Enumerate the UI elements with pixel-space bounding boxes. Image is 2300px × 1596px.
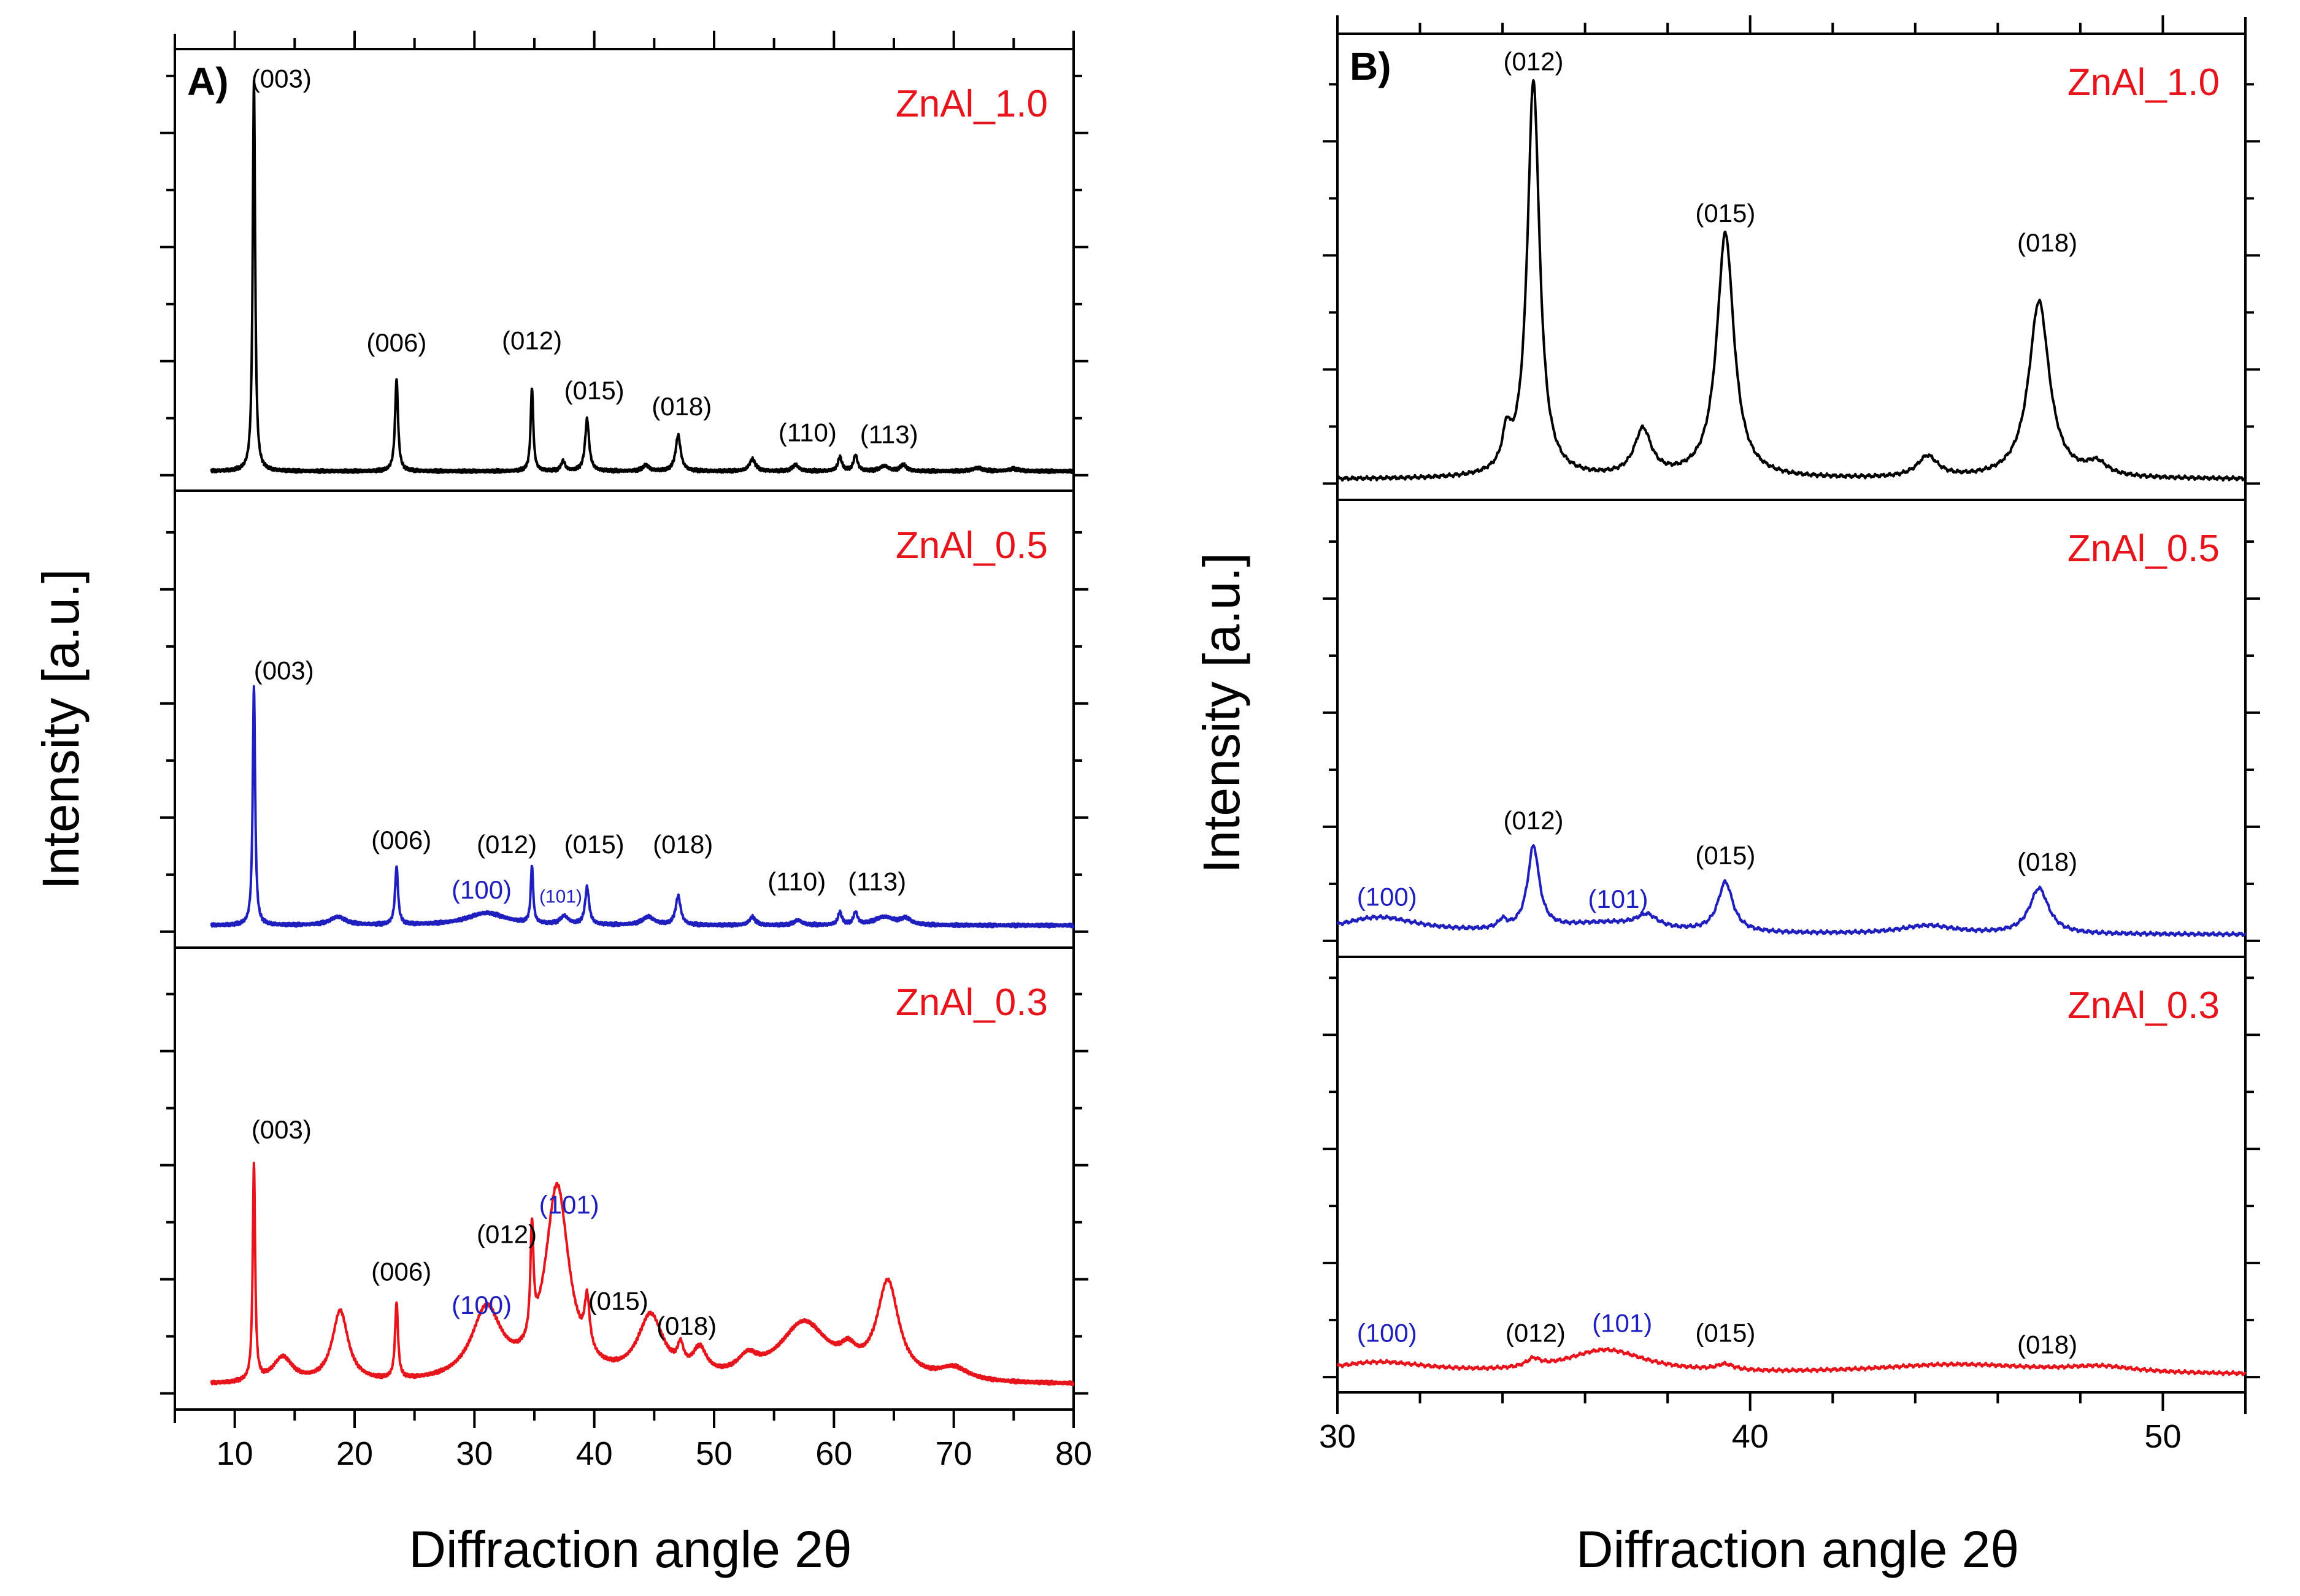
- xrd-series-line: [210, 79, 1075, 475]
- peak-label: (015): [564, 376, 625, 405]
- peak-label: (018): [656, 1311, 717, 1340]
- peak-label: (100): [452, 875, 512, 904]
- subplot-znal-0-5: ZnAl_0.5 (003) (006) (012) (100) (015) (101) (0…: [160, 524, 1088, 949]
- x-tick-label: 10: [217, 1435, 253, 1472]
- y-axis-title: Intensity [a.u.]: [1193, 553, 1250, 873]
- peak-label: (101): [1588, 884, 1648, 913]
- peak-label: (003): [254, 656, 314, 685]
- peak-label: (012): [477, 830, 537, 859]
- peak-label: (018): [653, 830, 713, 859]
- subplot-znal-0-3: ZnAl_0.3 (100) (012) (101) (015) (018): [1323, 976, 2260, 1379]
- xrd-series-line: [1336, 79, 2247, 482]
- peak-label: (018): [2017, 1330, 2077, 1359]
- peak-label: (101): [539, 1191, 599, 1219]
- peak-label: (012): [477, 1219, 537, 1248]
- xrd-series-line: [210, 685, 1075, 929]
- x-tick-label: 50: [696, 1435, 733, 1472]
- peak-label: (018): [2017, 847, 2077, 876]
- x-tick-label: 50: [2144, 1418, 2181, 1455]
- peak-label: (113): [848, 867, 906, 896]
- peak-label: (100): [1357, 1318, 1417, 1347]
- peak-label: (012): [502, 326, 562, 355]
- peak-label: (100): [452, 1291, 512, 1319]
- x-tick-label: 80: [1055, 1435, 1092, 1472]
- sample-label: ZnAl_0.5: [2067, 528, 2220, 570]
- x-tick-label: 60: [815, 1435, 852, 1472]
- peak-label: (015): [588, 1286, 648, 1315]
- subplot-znal-1-0: ZnAl_1.0 (012) (015) (018): [1323, 47, 2260, 501]
- x-axis-title: Diffraction angle 2θ: [1576, 1521, 2019, 1578]
- panel-label: B): [1350, 44, 1391, 88]
- sample-label: ZnAl_1.0: [2067, 61, 2220, 104]
- peak-label: (018): [2017, 228, 2077, 257]
- xrd-series-line: [1336, 844, 2247, 938]
- peak-label: (110): [767, 867, 826, 896]
- peak-label: (100): [1357, 883, 1417, 911]
- sample-label: ZnAl_0.3: [896, 981, 1048, 1024]
- sample-label: ZnAl_0.5: [896, 524, 1048, 567]
- peak-label: (012): [1504, 47, 1564, 75]
- peak-label: (015): [1695, 1318, 1755, 1347]
- peak-label: (101): [539, 887, 582, 907]
- peak-label: (113): [860, 420, 918, 449]
- peak-label: (003): [252, 1115, 312, 1144]
- sample-label: ZnAl_1.0: [896, 83, 1048, 125]
- peak-label: (006): [371, 826, 431, 854]
- sample-label: ZnAl_0.3: [2067, 984, 2220, 1027]
- peak-label: (101): [1592, 1308, 1652, 1337]
- x-tick-label: 30: [456, 1435, 493, 1472]
- x-tick-label: 70: [936, 1435, 972, 1472]
- x-tick-label: 40: [1732, 1418, 1769, 1455]
- xrd-series-line: [1336, 1347, 2247, 1376]
- xrd-series-line: [210, 1161, 1075, 1387]
- peak-label: (012): [1504, 806, 1564, 835]
- peak-label: (012): [1506, 1318, 1566, 1347]
- peak-label: (015): [1695, 841, 1755, 870]
- peak-label: (006): [371, 1257, 431, 1286]
- peak-label: (018): [652, 392, 712, 421]
- panel-label: A): [187, 59, 229, 104]
- panel-a: 10 20 30 40 50 60 70 80 Diffraction angle 2θ Inte…: [32, 31, 1092, 1578]
- panel-b: 30 40 50 Diffraction angle 2θ Intensity [a.u…: [1193, 15, 2260, 1578]
- peak-label: (006): [366, 328, 426, 357]
- x-tick-label: 40: [576, 1435, 613, 1472]
- peak-label: (003): [252, 64, 312, 93]
- x-tick-label: 30: [1319, 1418, 1356, 1455]
- subplot-znal-0-5: ZnAl_0.5 (012) (100) (101) (015) (018): [1323, 528, 2260, 958]
- x-axis-title: Diffraction angle 2θ: [409, 1521, 852, 1578]
- peak-label: (015): [1695, 199, 1755, 228]
- y-axis-title: Intensity [a.u.]: [32, 569, 90, 890]
- subplot-znal-1-0: ZnAl_1.0 (003) (006) (012)(015) (018) (110) (1…: [160, 64, 1088, 492]
- x-tick-label: 20: [336, 1435, 373, 1472]
- subplot-znal-0-3: ZnAl_0.3 (003) (006) (100) (012)(101) (015) (0…: [160, 981, 1088, 1395]
- peak-label: (015): [564, 830, 625, 859]
- peak-label: (110): [779, 418, 837, 447]
